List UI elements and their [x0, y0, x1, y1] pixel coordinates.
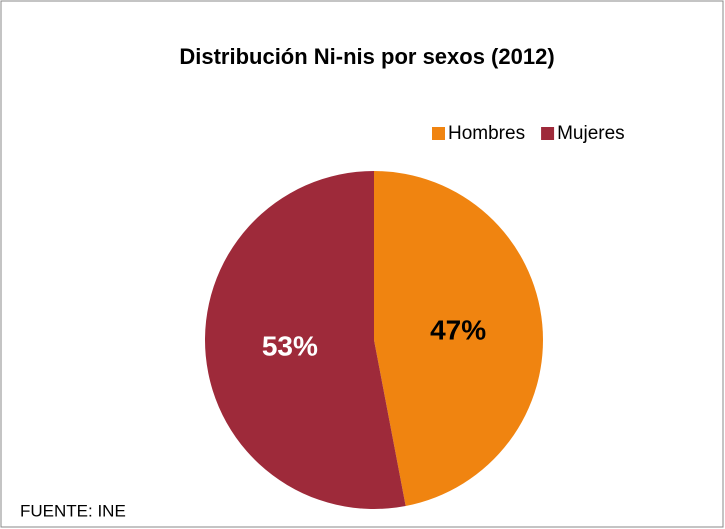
source-note: FUENTE: INE [20, 501, 126, 520]
legend-label: Mujeres [557, 123, 625, 144]
legend-label: Hombres [448, 123, 525, 144]
legend-swatch [432, 127, 445, 140]
pie-slice [374, 171, 543, 507]
legend-swatch [541, 127, 555, 140]
pie-slice [204, 171, 406, 509]
chart-title: Distribución Ni-nis por sexos (2012) [179, 44, 554, 69]
data-label: 53% [262, 330, 318, 361]
data-label: 47% [430, 314, 486, 345]
